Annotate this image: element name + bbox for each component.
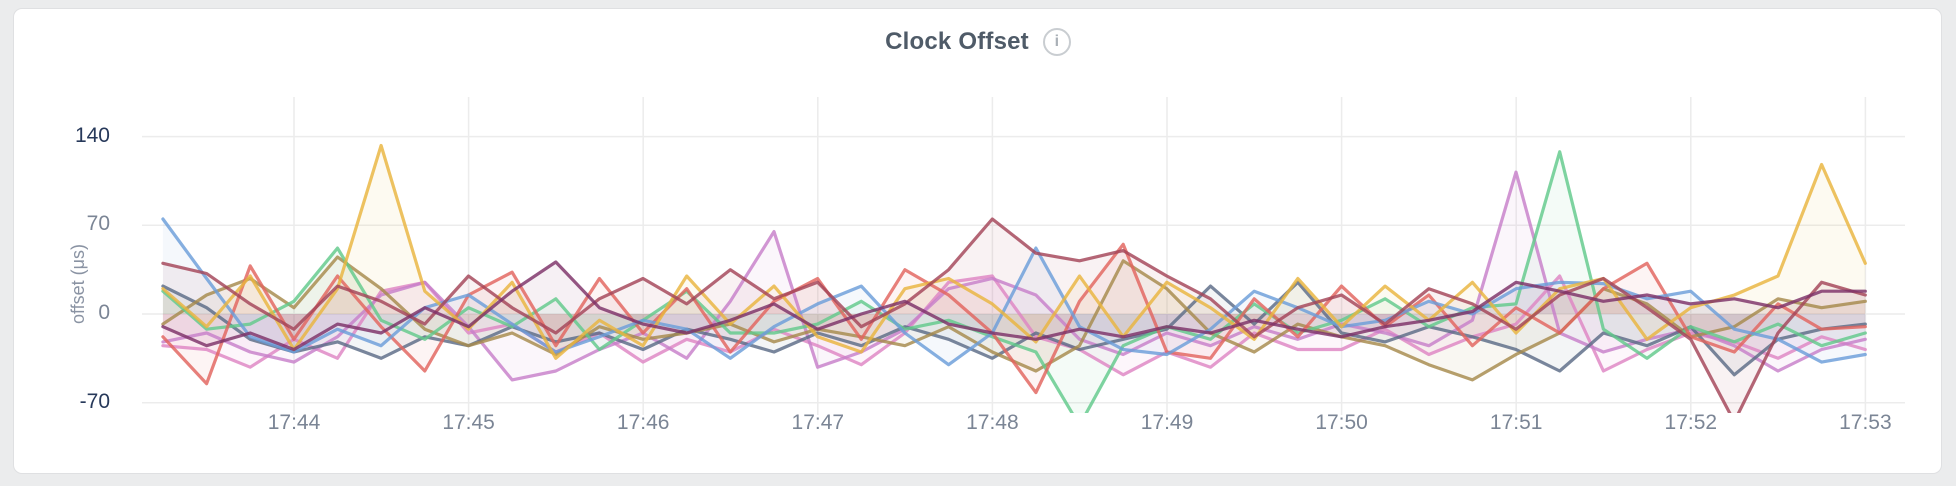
- series-plum-line: [161, 260, 1867, 352]
- series-red-line: [161, 242, 1867, 395]
- series-orchid-line: [161, 170, 1867, 382]
- x-axis-tick-label: 17:49: [1140, 411, 1194, 434]
- x-axis-tick-label: 17:52: [1664, 411, 1718, 434]
- series-gold-area: [162, 145, 1866, 359]
- chart-card: [13, 8, 1942, 474]
- y-axis-tick-label: 140: [74, 123, 110, 147]
- info-icon[interactable]: i: [1042, 28, 1071, 56]
- x-axis-tick-label: 17:45: [442, 411, 495, 434]
- series-slate-area: [162, 282, 1866, 375]
- y-axis-tick-label: -70: [79, 389, 110, 413]
- series-lines: [161, 143, 1867, 413]
- x-axis-tick-label: 17:53: [1839, 411, 1892, 434]
- series-green-area: [162, 151, 1866, 413]
- series-wine-line: [161, 217, 1867, 413]
- gridlines: [142, 97, 1905, 415]
- series-plum-area: [162, 262, 1866, 350]
- y-axis-tick-label: 70: [86, 212, 110, 236]
- y-axis-tick-label: 0: [98, 301, 110, 324]
- x-axis-tick-label: 17:51: [1489, 411, 1543, 434]
- series-pink-line: [161, 274, 1867, 377]
- series-gold-line: [161, 143, 1867, 360]
- chart-title: Clock Offset: [885, 28, 1029, 55]
- series-green-line: [161, 150, 1867, 413]
- x-axis-tick-label: 17:48: [966, 411, 1019, 434]
- series-red-area: [162, 244, 1866, 393]
- chart-header: Clock Offset i: [0, 28, 1956, 56]
- x-axis-tick-label: 17:44: [267, 411, 321, 434]
- x-axis-tick-label: 17:47: [791, 411, 845, 434]
- x-axis-tick-label: 17:50: [1315, 411, 1368, 434]
- x-axis-tick-label: 17:46: [616, 411, 670, 434]
